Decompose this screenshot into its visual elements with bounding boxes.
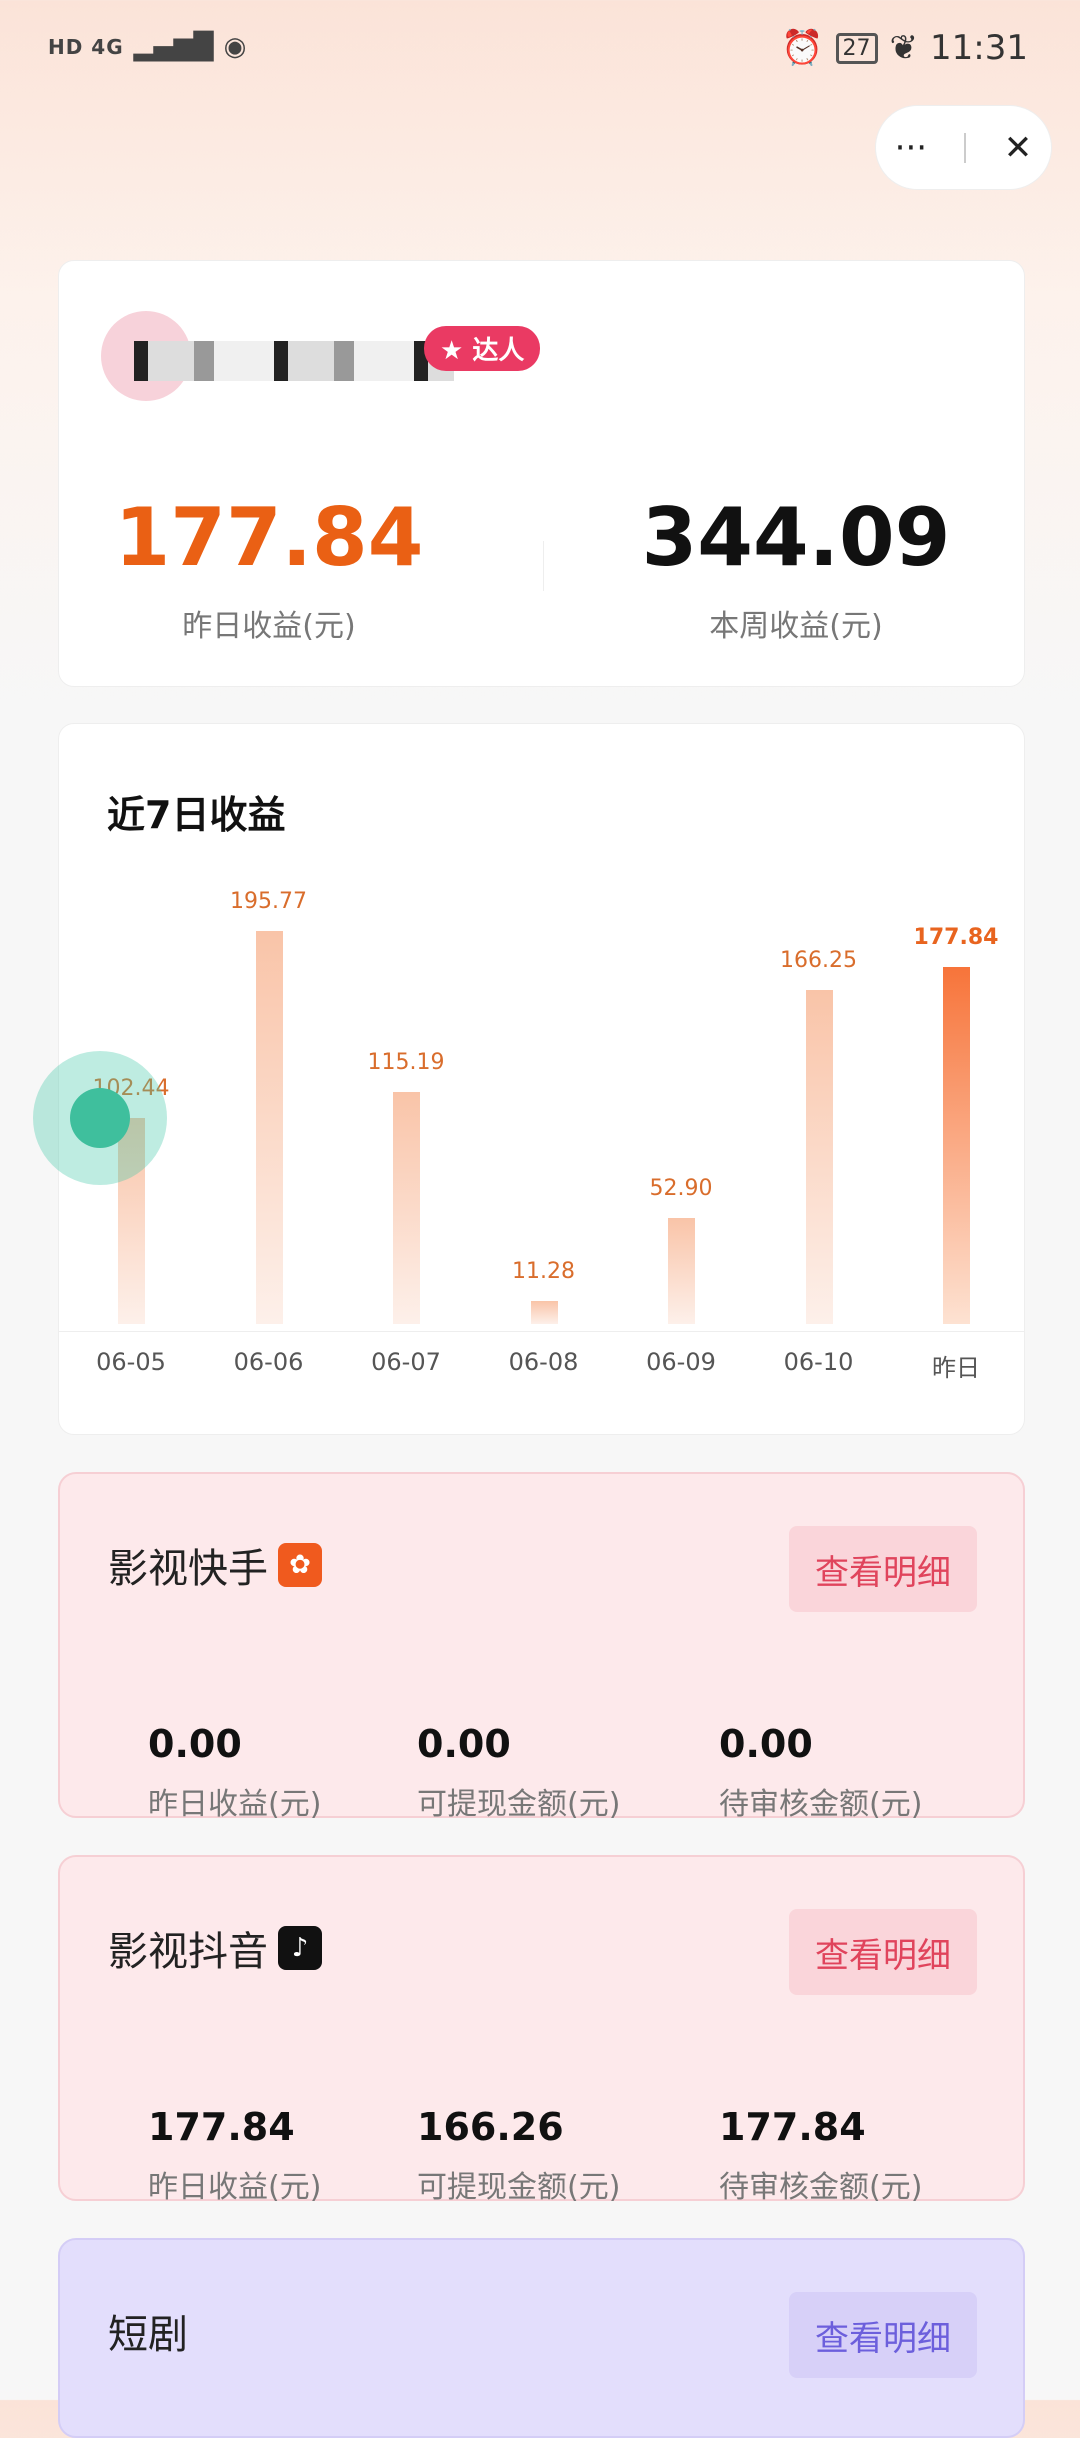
- badge-label: 达人: [472, 336, 525, 366]
- stat-label: 待审核金额(元): [719, 1787, 923, 1822]
- bar-06-08: [530, 1301, 558, 1324]
- platform-title: 影视抖音 ♪: [108, 1919, 322, 1977]
- more-button[interactable]: ···: [894, 127, 928, 168]
- platform-name: 短剧: [108, 2312, 188, 2358]
- bar-value-label: 115.19: [367, 1050, 445, 1076]
- bar-value-label: 52.90: [649, 1175, 713, 1201]
- bar-value-label: 11.28: [512, 1259, 575, 1285]
- mini-program-capsule: ··· ✕: [875, 105, 1052, 190]
- platform-name: 影视快手: [108, 1546, 268, 1592]
- stat-value: 0.00: [417, 1722, 511, 1766]
- platform-name: 影视抖音: [108, 1929, 268, 1975]
- bar-value-label: 177.84: [913, 924, 999, 950]
- bar-06-07: [393, 1092, 420, 1324]
- week-earnings: 344.09: [641, 491, 951, 584]
- bar-06-09: [668, 1217, 695, 1324]
- platform-card: 短剧 查看明细: [58, 2238, 1025, 2438]
- hotspot-icon: ◉: [223, 32, 247, 62]
- alarm-icon: ⏰: [781, 28, 824, 68]
- bar-昨日: [943, 966, 970, 1324]
- stat-value: 177.84: [719, 2105, 866, 2149]
- x-tick-label: 06-10: [783, 1348, 854, 1376]
- status-bar: HD 4G ▂▄▆█ ◉ ⏰ 27 ❦ 11:31: [0, 0, 1080, 100]
- douyin-icon: ♪: [278, 1926, 322, 1970]
- chart-title: 近7日收益: [107, 793, 286, 837]
- network-type-label: HD 4G: [48, 35, 124, 59]
- stat-label: 待审核金额(元): [719, 2170, 923, 2205]
- bar-06-10: [805, 989, 833, 1324]
- stat-label: 昨日收益(元): [148, 1787, 322, 1822]
- chart-card: 近7日收益 102.44 06-05 195.77 06-06 115.19 06-07 1…: [58, 723, 1025, 1435]
- divider: [964, 132, 967, 163]
- stat-label: 可提现金额(元): [417, 1787, 621, 1822]
- x-tick-label: 06-06: [233, 1348, 304, 1376]
- bar-06-06: [255, 930, 283, 1324]
- x-tick-label: 06-07: [371, 1348, 441, 1376]
- platform-title: 影视快手 ✿: [108, 1536, 322, 1594]
- stat-value: 0.00: [719, 1722, 813, 1766]
- platform-card: 影视抖音 ♪ 查看明细 177.84 昨日收益(元) 166.26 可提现金额(元) 177.…: [58, 1855, 1025, 2205]
- x-tick-label: 昨日: [932, 1354, 980, 1382]
- stat-label: 可提现金额(元): [417, 2170, 621, 2205]
- yesterday-earnings: 177.84: [114, 491, 424, 584]
- expert-badge: ★ 达人: [424, 326, 541, 371]
- yesterday-earnings-label: 昨日收益(元): [182, 609, 356, 644]
- profile-card: ★ 达人 177.84 昨日收益(元) 344.09 本周收益(元): [58, 260, 1025, 687]
- bar-value-label: 166.25: [780, 947, 857, 973]
- x-tick-label: 06-09: [646, 1348, 716, 1376]
- platform-title: 短剧: [108, 2302, 188, 2360]
- signal-icon: ▂▄▆█: [133, 32, 214, 62]
- leaf-icon: ❦: [889, 28, 919, 68]
- stat-value: 166.26: [417, 2105, 564, 2149]
- divider: [543, 541, 544, 591]
- battery-icon: 27: [835, 32, 878, 64]
- close-button[interactable]: ✕: [1003, 127, 1033, 168]
- bar-06-05: [118, 1118, 145, 1324]
- stat-value: 177.84: [148, 2105, 295, 2149]
- stat-label: 昨日收益(元): [148, 2170, 322, 2205]
- x-axis: [59, 1331, 1024, 1332]
- bar-value-label: 195.77: [230, 888, 307, 914]
- username-blurred: [134, 341, 454, 381]
- platform-card: 影视快手 ✿ 查看明细 0.00 昨日收益(元) 0.00 可提现金额(元) 0.00 待审核金…: [58, 1472, 1025, 1822]
- x-tick-label: 06-05: [96, 1348, 166, 1376]
- x-tick-label: 06-08: [508, 1348, 579, 1376]
- view-details-button[interactable]: 查看明细: [789, 2292, 977, 2378]
- view-details-button[interactable]: 查看明细: [789, 1909, 977, 1995]
- week-earnings-label: 本周收益(元): [709, 609, 883, 644]
- kuaishou-icon: ✿: [278, 1543, 322, 1587]
- touch-indicator: [33, 1051, 167, 1185]
- stat-value: 0.00: [148, 1722, 242, 1766]
- clock: 11:31: [930, 28, 1028, 68]
- view-details-button[interactable]: 查看明细: [789, 1526, 977, 1612]
